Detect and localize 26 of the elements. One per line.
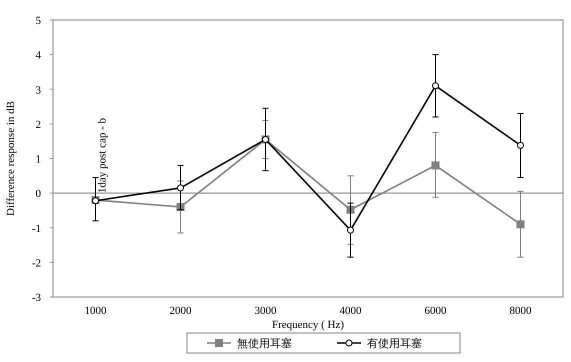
legend-label: 有使用耳塞 <box>367 337 422 350</box>
y-tick-label: 2 <box>36 118 41 131</box>
point <box>517 142 524 149</box>
x-tick-label: 3000 <box>254 305 277 317</box>
x-tick-label: 6000 <box>424 305 447 317</box>
y-tick-label: -2 <box>32 257 41 270</box>
point <box>432 161 440 170</box>
y-tick-label: 5 <box>36 15 42 27</box>
point <box>347 226 354 234</box>
legend-label: 無使用耳塞 <box>237 337 292 350</box>
y-tick-label: 3 <box>36 84 42 96</box>
x-axis-title: Frequency ( Hz) <box>272 319 344 331</box>
annotation: 1day post cap - b <box>96 117 108 194</box>
point <box>516 220 524 228</box>
y-tick-label: 0 <box>36 188 42 200</box>
point <box>432 82 439 90</box>
x-tick-label: 8000 <box>510 305 532 317</box>
y-tick-label: -3 <box>32 292 42 304</box>
y-tick-label: -1 <box>32 222 41 235</box>
x-tick-label: 1000 <box>84 305 107 317</box>
y-tick-label: 1 <box>36 154 41 166</box>
point <box>177 184 184 192</box>
y-axis-title: Difference response in dB <box>5 101 17 216</box>
y-tick-label: 4 <box>36 50 42 62</box>
x-tick-label: 4000 <box>340 305 362 317</box>
x-tick-label: 2000 <box>170 305 192 317</box>
